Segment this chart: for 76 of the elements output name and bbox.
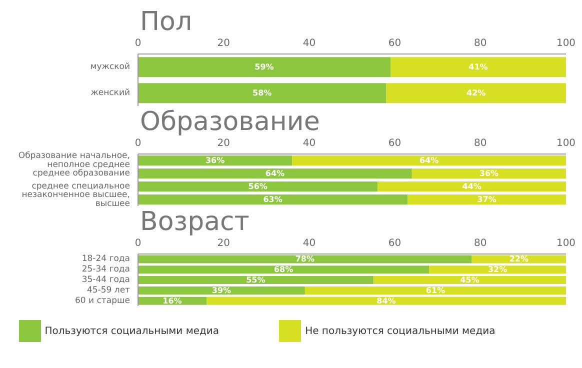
data-label: 64%: [265, 169, 285, 178]
bar: [138, 194, 408, 205]
bar: [304, 286, 566, 294]
bar: [429, 266, 566, 274]
data-label: 59%: [254, 62, 274, 72]
chart-title: Образование: [140, 107, 321, 137]
x-tick-label: 80: [474, 138, 487, 149]
x-tick-label: 80: [474, 238, 487, 249]
data-label: 63%: [263, 195, 282, 204]
bar: [412, 168, 566, 179]
bar: [408, 194, 566, 205]
x-tick-label: 0: [134, 238, 142, 249]
x-tick-label: 20: [217, 38, 230, 49]
bar: [378, 182, 566, 192]
bar: [138, 255, 472, 264]
y-tick-label: женский: [90, 88, 130, 98]
data-label: 64%: [419, 156, 439, 166]
data-label: 37%: [477, 195, 496, 204]
data-label: 41%: [468, 62, 488, 72]
y-tick-label: 18-24 года: [82, 254, 130, 265]
data-label: 61%: [426, 286, 446, 295]
bar: [138, 286, 305, 294]
data-label: 39%: [212, 286, 232, 295]
data-label: 68%: [274, 265, 294, 274]
data-label: 55%: [246, 276, 266, 285]
bar: [292, 156, 566, 166]
legend-label: Пользуются социальными медиа: [44, 326, 220, 337]
x-tick-label: 100: [556, 38, 576, 49]
y-tick-label: мужской: [90, 62, 130, 72]
y-tick-label: 35-44 года: [82, 275, 130, 286]
data-label: 58%: [252, 88, 272, 98]
legend-label: Не пользуются социальными медиа: [305, 326, 496, 337]
bar: [138, 168, 412, 179]
data-label: 22%: [509, 254, 528, 264]
x-tick-label: 100: [556, 138, 576, 149]
bar: [138, 57, 391, 78]
bar: [472, 255, 566, 264]
bar: [373, 276, 566, 284]
bar: [138, 276, 374, 284]
bar: [386, 83, 566, 104]
x-tick-label: 60: [388, 138, 402, 149]
bar: [206, 296, 566, 305]
y-tick-label: среднее образование: [32, 168, 130, 179]
data-label: 42%: [466, 88, 486, 98]
bar: [390, 57, 566, 78]
x-tick-label: 0: [134, 38, 142, 49]
data-label: 84%: [376, 296, 396, 306]
y-tick-label: 45-59 лет: [86, 286, 130, 296]
data-label: 16%: [162, 296, 182, 306]
data-label: 45%: [460, 276, 480, 285]
data-label: 44%: [462, 182, 482, 192]
x-tick-label: 20: [217, 138, 230, 149]
y-tick-label: незаконченное высшее, высшее: [22, 190, 130, 210]
x-tick-label: 60: [388, 38, 402, 49]
y-tick-label: 25-34 года: [82, 264, 130, 275]
x-tick-label: 40: [302, 38, 316, 49]
bar: [138, 266, 430, 274]
y-tick-label: среднее специальное: [32, 182, 130, 192]
bar: [138, 182, 378, 192]
x-tick-label: 20: [217, 238, 230, 249]
chart-title: Пол: [140, 7, 194, 37]
chart-title: Возраст: [140, 207, 250, 237]
data-label: 32%: [488, 265, 508, 274]
data-label: 36%: [205, 156, 225, 166]
data-label: 56%: [248, 182, 268, 192]
x-tick-label: 100: [556, 238, 576, 249]
x-tick-label: 40: [302, 138, 316, 149]
x-tick-label: 0: [134, 138, 142, 149]
x-tick-label: 40: [302, 238, 316, 249]
bar: [138, 83, 386, 104]
x-tick-label: 80: [474, 38, 487, 49]
y-tick-label: 60 и старше: [75, 296, 130, 306]
data-label: 36%: [479, 169, 499, 178]
bar: [138, 156, 292, 166]
data-label: 78%: [295, 254, 314, 264]
x-tick-label: 60: [388, 238, 402, 249]
